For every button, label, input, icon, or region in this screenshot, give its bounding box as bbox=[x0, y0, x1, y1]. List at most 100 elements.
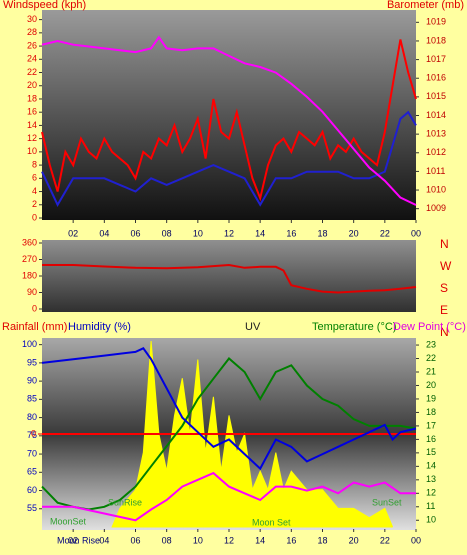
x-tick-label: 22 bbox=[380, 228, 390, 238]
y2-tick-label: 1012 bbox=[426, 147, 446, 157]
y-tick-label: 4 bbox=[32, 186, 37, 196]
y2-tick-label: 17 bbox=[426, 420, 436, 430]
y2-tick-label: 19 bbox=[426, 393, 436, 403]
x-tick-label: 08 bbox=[162, 228, 172, 238]
y-tick-label: 2 bbox=[32, 199, 37, 209]
x-tick-label: 14 bbox=[255, 228, 265, 238]
x-tick-label: 18 bbox=[317, 228, 327, 238]
x-tick-label: 02 bbox=[68, 228, 78, 238]
x-tick-label: 20 bbox=[349, 535, 359, 545]
annotation: Moon Set bbox=[252, 517, 291, 527]
x-tick-label: 00 bbox=[411, 228, 421, 238]
annotation: SunSet bbox=[372, 497, 402, 507]
x-tick-label: 06 bbox=[130, 535, 140, 545]
y-tick-label: 90 bbox=[27, 287, 37, 297]
y-tick-label: 22 bbox=[27, 67, 37, 77]
y2-tick-label: 15 bbox=[426, 447, 436, 457]
y2-tick-label: 1009 bbox=[426, 203, 446, 213]
y2-tick-label: 18 bbox=[426, 407, 436, 417]
annotation: MoonSet bbox=[50, 516, 87, 526]
y-tick-label: 95 bbox=[27, 357, 37, 367]
series-line bbox=[42, 471, 416, 522]
y2-tick-label: 11 bbox=[426, 501, 435, 511]
y2-tick-label: 14 bbox=[426, 461, 436, 471]
series-line bbox=[41, 110, 417, 207]
x-tick-label: 02 bbox=[68, 535, 78, 545]
y2-tick-label: 1010 bbox=[426, 184, 446, 194]
x-tick-label: 22 bbox=[380, 535, 390, 545]
y-tick-label: 80 bbox=[27, 412, 37, 422]
plot-area bbox=[42, 10, 416, 220]
plot-area bbox=[42, 240, 416, 312]
y2-tick-label: 23 bbox=[426, 339, 436, 349]
y-tick-label: 30 bbox=[27, 14, 37, 24]
y2-tick-label: 10 bbox=[426, 515, 436, 525]
y2-tick-label: 16 bbox=[426, 434, 436, 444]
y-tick-label: 90 bbox=[27, 375, 37, 385]
axis-label: Barometer (mb) bbox=[387, 0, 464, 11]
y-tick-label: 0 bbox=[32, 212, 37, 222]
y2-tick-label: 22 bbox=[426, 353, 436, 363]
series-line bbox=[42, 263, 417, 294]
compass-label: S bbox=[440, 281, 448, 295]
x-tick-label: 18 bbox=[317, 535, 327, 545]
y-tick-label: 75 bbox=[27, 430, 37, 440]
y-tick-label: 16 bbox=[27, 107, 37, 117]
x-tick-label: 08 bbox=[162, 535, 172, 545]
axis-label: Windspeed (kph) bbox=[3, 0, 86, 11]
y-tick-label: 18 bbox=[27, 93, 37, 103]
y2-tick-label: 1015 bbox=[426, 91, 446, 101]
x-tick-label: 10 bbox=[193, 535, 203, 545]
y2-tick-label: 12 bbox=[426, 488, 436, 498]
annotation: SunRise bbox=[108, 497, 142, 507]
y2-tick-label: 1017 bbox=[426, 54, 446, 64]
y-tick-label: 12 bbox=[27, 133, 37, 143]
y-tick-label: 24 bbox=[27, 54, 37, 64]
axis-label: Rainfall (mm) bbox=[2, 321, 67, 333]
series-line bbox=[41, 35, 417, 206]
compass-label: W bbox=[440, 259, 452, 273]
y2-tick-label: 1018 bbox=[426, 35, 446, 45]
y-tick-label: 28 bbox=[27, 27, 37, 37]
x-tick-label: 10 bbox=[193, 228, 203, 238]
axis-label: Temperature (°C) bbox=[312, 321, 396, 333]
y-tick-label: 270 bbox=[22, 254, 37, 264]
y-tick-label: 360 bbox=[22, 237, 37, 247]
compass-label: N bbox=[440, 237, 449, 251]
series-line bbox=[41, 357, 417, 511]
axis-label: Humidity (%) bbox=[68, 321, 131, 333]
y-tick-label: 65 bbox=[27, 467, 37, 477]
y-tick-label: 6 bbox=[32, 173, 37, 183]
y2-tick-label: 20 bbox=[426, 380, 436, 390]
x-tick-label: 04 bbox=[99, 535, 109, 545]
y2-tick-label: 13 bbox=[426, 474, 436, 484]
rain-tick-label: 0 bbox=[31, 428, 36, 438]
x-tick-label: 00 bbox=[411, 535, 421, 545]
x-tick-label: 12 bbox=[224, 535, 234, 545]
y2-tick-label: 1011 bbox=[426, 166, 445, 176]
y2-tick-label: 1013 bbox=[426, 129, 446, 139]
x-tick-label: 16 bbox=[286, 228, 296, 238]
annotation: Moon Rise bbox=[57, 535, 100, 545]
x-tick-label: 16 bbox=[286, 535, 296, 545]
y-tick-label: 180 bbox=[22, 270, 37, 280]
y-tick-label: 85 bbox=[27, 394, 37, 404]
x-tick-label: 06 bbox=[130, 228, 140, 238]
y-tick-label: 10 bbox=[27, 146, 37, 156]
y-tick-label: 55 bbox=[27, 503, 37, 513]
series-line bbox=[41, 39, 417, 202]
axis-label: Dew Point (°C) bbox=[393, 321, 466, 333]
y-tick-label: 0 bbox=[32, 303, 37, 313]
x-tick-label: 20 bbox=[349, 228, 359, 238]
y-tick-label: 8 bbox=[32, 159, 37, 169]
y-tick-label: 20 bbox=[27, 80, 37, 90]
y2-tick-label: 21 bbox=[426, 366, 436, 376]
y-tick-label: 70 bbox=[27, 448, 37, 458]
y-tick-label: 14 bbox=[27, 120, 37, 130]
compass-label: E bbox=[440, 303, 448, 317]
compass-label: N bbox=[440, 325, 449, 339]
y-tick-label: 26 bbox=[27, 40, 37, 50]
series-line bbox=[41, 347, 417, 471]
y2-tick-label: 1019 bbox=[426, 17, 446, 27]
